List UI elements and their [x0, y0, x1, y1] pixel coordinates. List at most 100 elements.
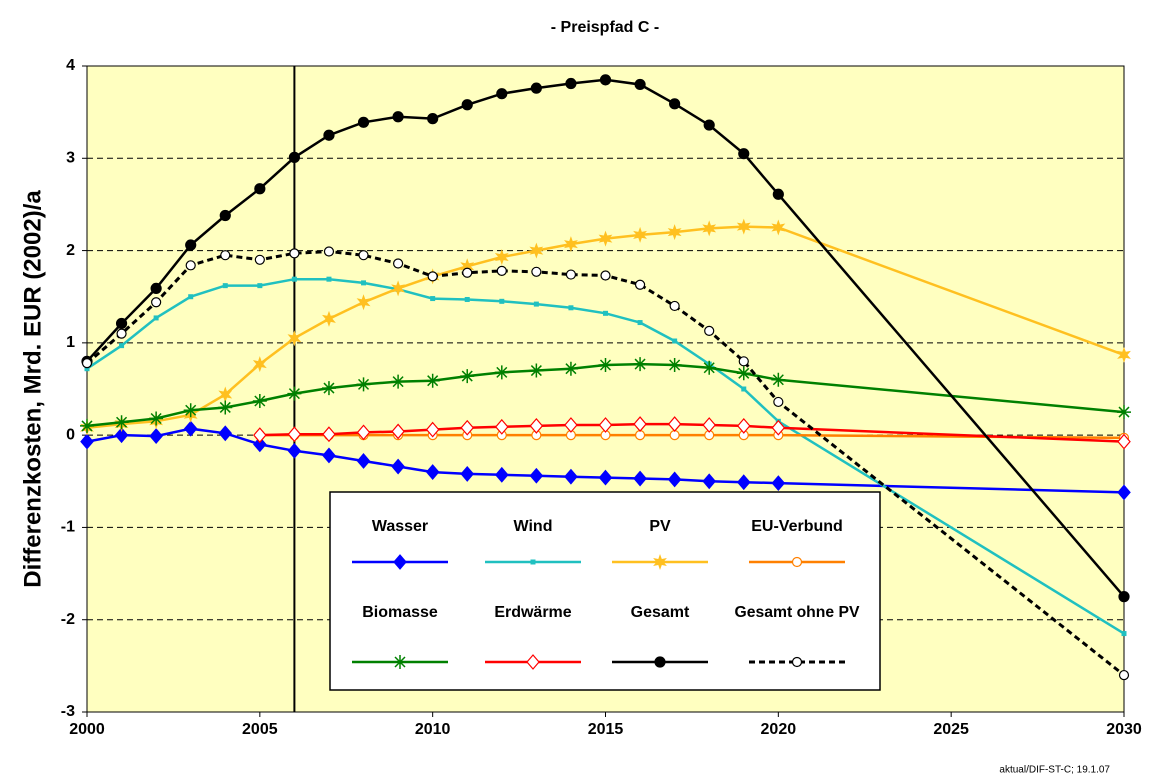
point [565, 269, 577, 280]
point [391, 374, 406, 389]
legend-label: Wasser [372, 518, 428, 535]
point [771, 372, 786, 387]
point [702, 417, 716, 433]
point [287, 426, 302, 443]
x-tick-label: 2025 [933, 721, 969, 738]
point [634, 78, 646, 91]
legend-marker [393, 554, 407, 570]
point [1117, 433, 1131, 450]
point [669, 98, 681, 110]
y-tick-label: 1 [66, 334, 75, 351]
legend-label: Biomasse [362, 604, 438, 621]
chart-title: - Preispfad C - [551, 19, 659, 36]
point [633, 470, 647, 487]
x-tick-label: 2020 [761, 721, 797, 738]
point [771, 475, 786, 492]
y-tick-label: 0 [66, 426, 75, 443]
point [115, 317, 128, 330]
point [151, 297, 162, 308]
legend-marker [530, 559, 536, 565]
point [257, 283, 263, 289]
point [149, 411, 164, 426]
point [669, 300, 680, 312]
point [254, 183, 266, 195]
point [529, 417, 544, 434]
point [461, 99, 473, 111]
point [633, 226, 647, 243]
point [220, 250, 231, 261]
y-tick-label: -2 [61, 611, 75, 628]
point [741, 386, 747, 392]
point [736, 474, 751, 491]
point [460, 258, 475, 275]
point [391, 458, 405, 475]
point [530, 82, 542, 94]
point [356, 424, 371, 441]
point [496, 88, 508, 100]
point [322, 447, 336, 464]
point [667, 358, 682, 373]
point [185, 260, 196, 271]
point [391, 280, 405, 297]
y-tick-label: 2 [66, 242, 75, 259]
point [533, 301, 539, 307]
y-tick-label: -3 [61, 703, 75, 720]
point [598, 358, 613, 373]
point [425, 421, 440, 438]
point [495, 466, 509, 483]
point [600, 270, 611, 281]
point [252, 393, 267, 408]
point [633, 416, 647, 432]
point [218, 400, 233, 415]
point [598, 469, 613, 486]
point [116, 328, 127, 339]
point [322, 426, 336, 443]
series-line [86, 249, 1125, 677]
point [80, 418, 94, 433]
point [114, 415, 129, 430]
legend-box [329, 491, 881, 691]
point [667, 471, 682, 488]
point [357, 116, 370, 128]
point [736, 218, 751, 235]
point [289, 248, 300, 259]
point [361, 280, 367, 286]
point [287, 330, 302, 347]
point [460, 465, 475, 482]
legend-label: EU-Verbund [751, 518, 843, 535]
point [460, 419, 475, 436]
point [598, 230, 613, 247]
legend-label: Wind [514, 518, 553, 535]
point [564, 417, 578, 433]
legend-label: Gesamt [631, 604, 690, 621]
point [288, 151, 300, 163]
point [1117, 405, 1131, 420]
point [634, 430, 646, 441]
point [633, 357, 648, 372]
point [771, 419, 786, 436]
point [430, 296, 436, 302]
point [392, 111, 404, 123]
point [185, 239, 197, 251]
point [667, 416, 682, 432]
point [218, 425, 233, 442]
point [637, 320, 643, 326]
legend-marker [654, 656, 666, 668]
point [564, 236, 578, 253]
point [667, 224, 682, 241]
point [356, 453, 371, 469]
series-line [86, 225, 1125, 430]
point [531, 266, 542, 277]
point [1117, 484, 1131, 501]
point [563, 361, 578, 376]
point [1121, 631, 1127, 637]
x-tick-label: 2010 [415, 721, 451, 738]
point [149, 428, 163, 444]
series-line [86, 277, 1125, 635]
point [494, 365, 509, 380]
point [291, 276, 297, 282]
x-tick-label: 2030 [1106, 721, 1142, 738]
series-line [86, 78, 1125, 598]
point [462, 267, 473, 278]
